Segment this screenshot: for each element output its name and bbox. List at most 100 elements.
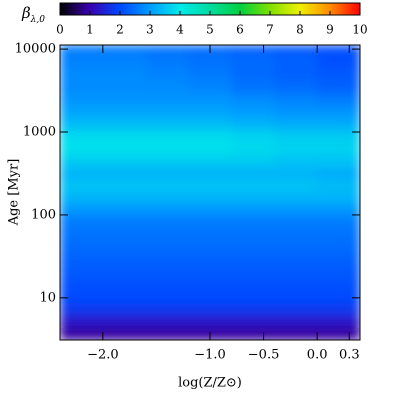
heatmap xyxy=(60,45,360,340)
y-axis-label: Age [Myr] xyxy=(7,159,22,227)
heatmap-cell xyxy=(231,228,275,242)
heatmap-cell xyxy=(145,302,190,316)
heatmap-cell xyxy=(145,45,190,56)
y-tick-label: 10000 xyxy=(15,42,56,57)
heatmap-cell xyxy=(102,266,147,280)
heatmap-cell xyxy=(145,216,190,230)
heatmap-cell xyxy=(188,253,232,267)
x-tick-label: −0.5 xyxy=(248,348,280,363)
y-tick-label: 1000 xyxy=(23,124,56,139)
heatmap-cell xyxy=(60,166,104,180)
heatmap-cell xyxy=(274,154,318,168)
heatmap-cell xyxy=(145,204,190,217)
heatmap-cell xyxy=(60,179,104,193)
heatmap-cell xyxy=(60,141,104,155)
heatmap-cell xyxy=(60,191,104,205)
heatmap-cell xyxy=(231,253,275,267)
heatmap-cell xyxy=(102,154,147,168)
colorbar-tick-label: 2 xyxy=(116,23,124,37)
heatmap-cell xyxy=(231,179,275,193)
colorbar-tick-label: 9 xyxy=(326,23,334,37)
heatmap-cell xyxy=(145,278,190,292)
heatmap-cell xyxy=(274,92,318,106)
heatmap-cell xyxy=(145,54,190,68)
heatmap-cell xyxy=(188,141,232,155)
heatmap-cell xyxy=(231,117,275,131)
heatmap-cell xyxy=(145,166,190,180)
heatmap-cell xyxy=(274,67,318,80)
heatmap-cell xyxy=(231,266,275,280)
colorbar-tick-label: 1 xyxy=(86,23,94,37)
heatmap-cell xyxy=(274,141,318,155)
heatmap-cell xyxy=(60,291,104,304)
heatmap-cell xyxy=(188,228,232,242)
heatmap-cell xyxy=(60,154,104,168)
heatmap-cell xyxy=(102,45,147,56)
heatmap-cell xyxy=(102,67,147,80)
heatmap-cell xyxy=(188,315,232,328)
heatmap-cell xyxy=(317,141,360,155)
heatmap-cell xyxy=(231,278,275,292)
heatmap-cell xyxy=(231,302,275,316)
heatmap-cell xyxy=(317,54,360,68)
heatmap-cell xyxy=(60,54,104,68)
heatmap-cell xyxy=(102,315,147,328)
heatmap-cell xyxy=(102,105,147,118)
heatmap-cell xyxy=(102,117,147,131)
colorbar-tick-label: 6 xyxy=(236,23,244,37)
heatmap-cell xyxy=(317,266,360,280)
heatmap-cell xyxy=(231,166,275,180)
heatmap-cell xyxy=(317,117,360,131)
heatmap-cell xyxy=(188,54,232,68)
heatmap-cell xyxy=(188,266,232,280)
heatmap-cell xyxy=(102,241,147,255)
heatmap-cell xyxy=(145,141,190,155)
heatmap-cell xyxy=(102,216,147,230)
heatmap-cell xyxy=(60,67,104,80)
heatmap-cell xyxy=(231,129,275,143)
heatmap-cell xyxy=(317,45,360,56)
colorbar-tick-label: 10 xyxy=(352,23,367,37)
heatmap-cell xyxy=(145,179,190,193)
heatmap-cell xyxy=(231,241,275,255)
heatmap-cell xyxy=(274,266,318,280)
heatmap-cell xyxy=(102,291,147,304)
heatmap-cell xyxy=(60,241,104,255)
heatmap-cell xyxy=(102,166,147,180)
heatmap-cell xyxy=(274,216,318,230)
heatmap-cell xyxy=(60,204,104,217)
heatmap-cell xyxy=(145,117,190,131)
heatmap-cell xyxy=(188,179,232,193)
colorbar-tick-label: 4 xyxy=(176,23,184,37)
x-tick-label: 0.3 xyxy=(339,348,360,363)
heatmap-cell xyxy=(231,291,275,304)
heatmap-cell xyxy=(188,154,232,168)
heatmap-cell xyxy=(274,129,318,143)
heatmap-cell xyxy=(145,253,190,267)
heatmap-cell xyxy=(317,79,360,93)
heatmap-cell xyxy=(188,117,232,131)
heatmap-cell xyxy=(274,105,318,118)
heatmap-cell xyxy=(231,154,275,168)
heatmap-cell xyxy=(274,45,318,56)
heatmap-cell xyxy=(145,315,190,328)
heatmap-cell xyxy=(145,105,190,118)
heatmap-cell xyxy=(102,179,147,193)
heatmap-cell xyxy=(188,129,232,143)
heatmap-cell xyxy=(231,327,275,340)
heatmap-cell xyxy=(274,54,318,68)
heatmap-cell xyxy=(145,154,190,168)
heatmap-cell xyxy=(60,129,104,143)
heatmap-cell xyxy=(60,327,104,340)
heatmap-cell xyxy=(188,241,232,255)
heatmap-cell xyxy=(188,302,232,316)
heatmap-cell xyxy=(231,54,275,68)
y-tick-label: 10 xyxy=(39,290,56,305)
heatmap-cell xyxy=(188,166,232,180)
heatmap-cell xyxy=(60,79,104,93)
heatmap-cell xyxy=(145,327,190,340)
heatmap-cell xyxy=(145,241,190,255)
heatmap-cell xyxy=(145,92,190,106)
x-tick-label: 0.0 xyxy=(307,348,328,363)
heatmap-cell xyxy=(102,92,147,106)
